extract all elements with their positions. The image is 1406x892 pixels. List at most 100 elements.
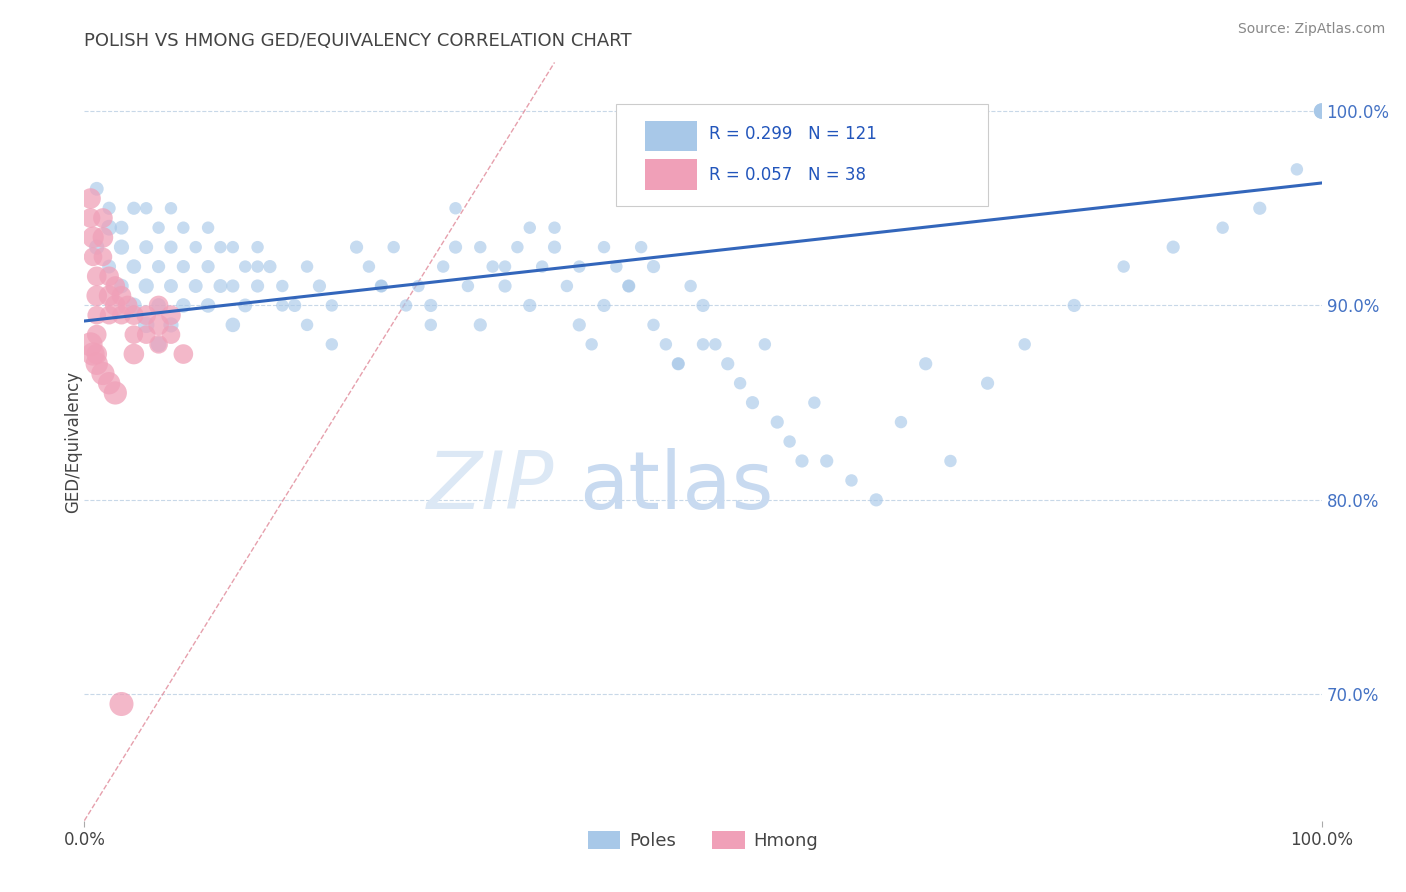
Point [86,269,108,284]
Point [91,367,114,381]
Point [98,220,121,235]
Point [104,279,127,293]
Point [110,697,132,711]
Point [148,260,170,274]
Point [209,279,232,293]
Point [148,337,170,351]
Point [86,289,108,303]
Point [79,337,101,351]
Point [506,240,529,254]
Text: R = 0.299   N = 121: R = 0.299 N = 121 [709,125,877,143]
Point [666,357,689,371]
Point [1063,298,1085,312]
Point [1310,103,1333,118]
Point [259,260,281,274]
Point [1310,103,1333,118]
Point [197,260,219,274]
Point [741,395,763,409]
Point [1014,337,1036,351]
Point [1285,162,1308,177]
Point [172,260,194,274]
Point [135,308,157,322]
Point [1161,240,1184,254]
Point [82,347,104,361]
Point [643,260,665,274]
Point [432,260,454,274]
Point [122,298,145,312]
Point [98,269,121,284]
Point [370,279,392,293]
Point [1249,201,1271,215]
Point [1310,103,1333,118]
Point [890,415,912,429]
Point [408,279,430,293]
Point [419,318,441,332]
Point [630,240,652,254]
Point [717,357,740,371]
Text: Source: ZipAtlas.com: Source: ZipAtlas.com [1237,22,1385,37]
Text: ZIP: ZIP [427,448,554,526]
Point [246,260,269,274]
Point [754,337,776,351]
Legend: Poles, Hmong: Poles, Hmong [581,823,825,857]
Point [86,240,108,254]
Point [568,318,591,332]
Point [160,318,183,332]
Point [1212,220,1234,235]
Point [135,240,157,254]
Point [568,260,591,274]
Point [79,192,101,206]
Point [555,279,578,293]
Point [321,298,343,312]
Point [148,337,170,351]
Point [86,182,108,196]
Point [222,318,245,332]
Point [160,327,183,342]
Point [91,211,114,225]
Point [117,298,139,312]
Point [519,220,541,235]
Point [148,298,170,312]
FancyBboxPatch shape [645,160,697,190]
Point [779,434,801,449]
Point [98,308,121,322]
Point [233,298,256,312]
Point [184,279,207,293]
Point [1112,260,1135,274]
Y-axis label: GED/Equivalency: GED/Equivalency [65,370,82,513]
Point [122,308,145,322]
Point [148,318,170,332]
Point [135,279,157,293]
Point [704,337,727,351]
Point [295,260,318,274]
Point [519,298,541,312]
Point [593,298,616,312]
Point [494,279,516,293]
Point [382,240,405,254]
Point [222,240,245,254]
Point [160,279,183,293]
Point [346,240,368,254]
Point [419,298,441,312]
Point [122,327,145,342]
Point [160,240,183,254]
Point [357,260,380,274]
Point [79,211,101,225]
Point [679,279,702,293]
Point [160,201,183,215]
Point [271,279,294,293]
Point [803,395,825,409]
Point [976,376,998,391]
Point [543,240,565,254]
Point [172,347,194,361]
Point [110,308,132,322]
Point [86,347,108,361]
Text: R = 0.057   N = 38: R = 0.057 N = 38 [709,166,866,184]
Point [457,279,479,293]
Point [643,318,665,332]
Point [815,454,838,468]
Point [104,298,127,312]
Point [321,337,343,351]
Point [655,337,678,351]
Point [395,298,418,312]
